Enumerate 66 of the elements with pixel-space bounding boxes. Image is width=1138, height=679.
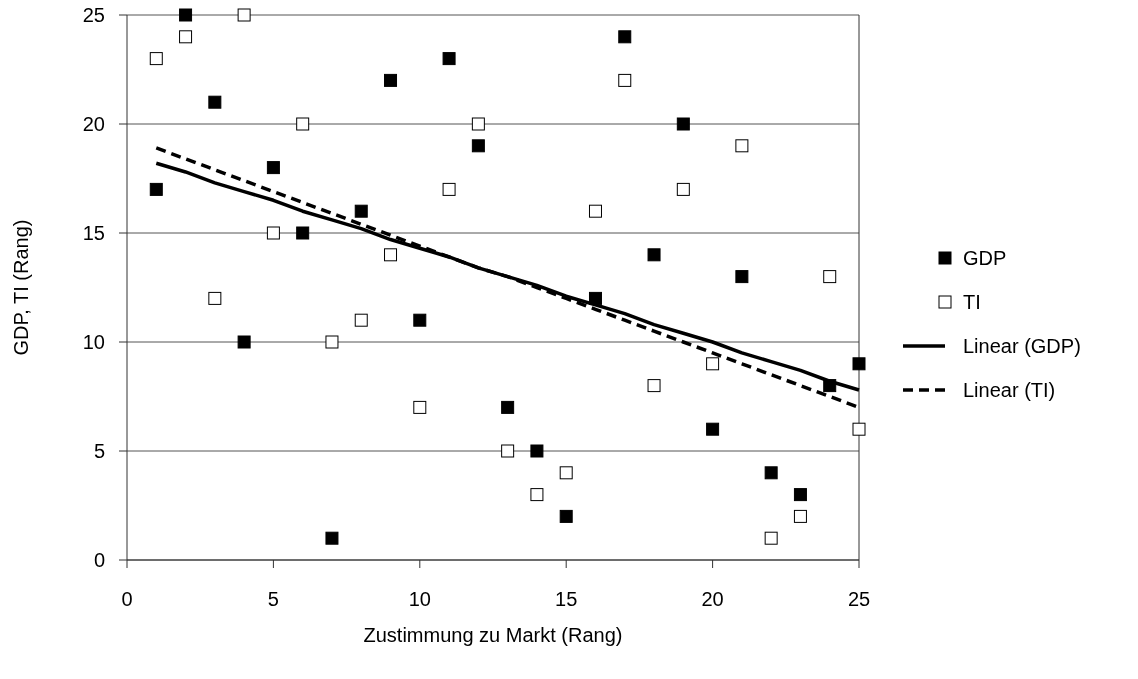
point	[237, 335, 251, 349]
legend-label: Linear (GDP)	[963, 335, 1081, 357]
point	[296, 226, 310, 240]
point	[471, 139, 485, 153]
point	[530, 444, 544, 458]
point	[501, 400, 515, 414]
point	[793, 509, 807, 523]
point	[647, 379, 661, 393]
legend-label: Linear (TI)	[963, 379, 1056, 401]
point	[618, 73, 632, 87]
point	[764, 466, 778, 480]
y-tick-label: 15	[82, 222, 105, 244]
point	[530, 488, 544, 502]
point	[442, 52, 456, 66]
point	[266, 161, 280, 175]
y-tick-label: 10	[82, 331, 105, 353]
point	[618, 30, 632, 44]
point	[471, 117, 485, 131]
x-axis-title: Zustimmung zu Markt (Rang)	[363, 624, 623, 646]
point	[413, 313, 427, 327]
x-tick-label: 20	[701, 588, 724, 610]
point	[296, 117, 310, 131]
y-axis-title: GDP, TI (Rang)	[10, 219, 32, 356]
x-tick-label: 25	[847, 588, 871, 610]
point	[208, 95, 222, 109]
point	[354, 313, 368, 327]
point	[588, 204, 602, 218]
point	[149, 182, 163, 196]
x-tick-label: 5	[267, 588, 279, 610]
point	[179, 30, 193, 44]
point	[179, 8, 193, 22]
x-tick-label: 10	[408, 588, 431, 610]
point	[764, 531, 778, 545]
x-tick-label: 15	[555, 588, 578, 610]
legend-label: GDP	[963, 247, 1007, 269]
point	[384, 248, 398, 262]
point	[852, 357, 866, 371]
point	[208, 291, 222, 305]
point	[735, 270, 749, 284]
x-tick-label: 0	[121, 588, 133, 610]
point	[413, 400, 427, 414]
point	[676, 182, 690, 196]
y-tick-label: 0	[93, 549, 105, 571]
point	[823, 270, 837, 284]
point	[647, 248, 661, 262]
point	[325, 335, 339, 349]
point	[237, 8, 251, 22]
point	[735, 139, 749, 153]
point	[852, 422, 866, 436]
point	[559, 509, 573, 523]
y-tick-label: 25	[82, 4, 105, 26]
y-tick-label: 5	[93, 440, 105, 462]
point	[149, 52, 163, 66]
point	[706, 357, 720, 371]
y-tick-label: 20	[82, 113, 105, 135]
point	[325, 531, 339, 545]
point	[676, 117, 690, 131]
legend-label: TI	[963, 291, 981, 313]
point	[354, 204, 368, 218]
point	[793, 488, 807, 502]
point	[559, 466, 573, 480]
point	[501, 444, 515, 458]
point	[266, 226, 280, 240]
point	[706, 422, 720, 436]
point	[442, 182, 456, 196]
point	[384, 73, 398, 87]
